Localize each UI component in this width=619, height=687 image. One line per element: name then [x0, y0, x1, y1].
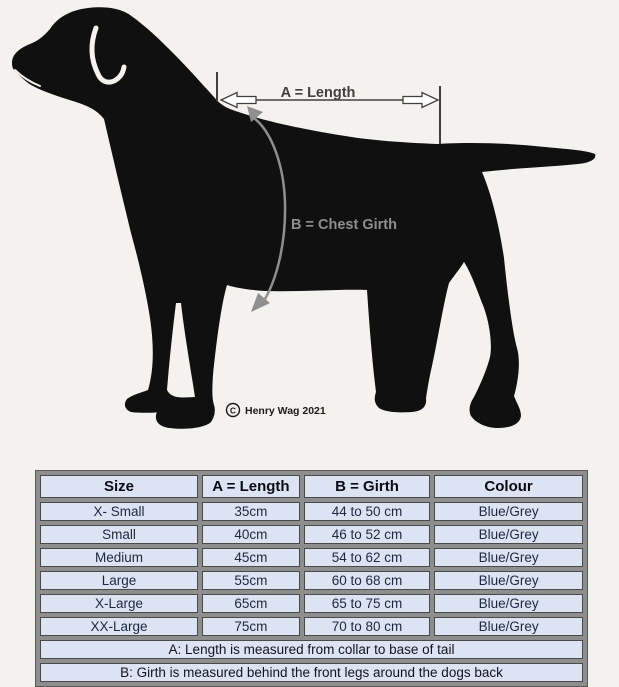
dog-silhouette	[12, 7, 596, 429]
copyright-text: Henry Wag 2021	[245, 405, 326, 417]
cell-girth: 65 to 75 cm	[303, 594, 431, 613]
cell-girth: 54 to 62 cm	[303, 548, 431, 567]
cell-length: 40cm	[201, 525, 300, 544]
cell-colour: Blue/Grey	[434, 571, 583, 590]
cell-length: 45cm	[201, 548, 300, 567]
girth-note: B: Girth is measured behind the front le…	[40, 663, 583, 682]
note-row: A: Length is measured from collar to bas…	[40, 640, 583, 659]
cell-girth: 70 to 80 cm	[303, 617, 431, 636]
cell-colour: Blue/Grey	[434, 502, 583, 521]
girth-label: B = Chest Girth	[291, 217, 397, 233]
header-size: Size	[40, 475, 198, 498]
table-row: Medium 45cm 54 to 62 cm Blue/Grey	[40, 548, 583, 567]
cell-size: Large	[40, 571, 198, 590]
size-chart: Size A = Length B = Girth Colour X- Smal…	[35, 470, 588, 687]
dog-mouth-line	[14, 69, 41, 87]
cell-girth: 44 to 50 cm	[303, 502, 431, 521]
cell-girth: 60 to 68 cm	[303, 571, 431, 590]
dog-measurement-diagram: A = Length B = Chest Girth C Henry Wag 2…	[12, 7, 596, 429]
cell-size: X-Large	[40, 594, 198, 613]
length-arrowhead-left	[219, 91, 257, 109]
cell-colour: Blue/Grey	[434, 525, 583, 544]
dog-ear-line	[89, 25, 127, 85]
size-chart-table: Size A = Length B = Girth Colour X- Smal…	[35, 470, 588, 687]
copyright-symbol: C	[230, 406, 236, 416]
copyright-icon	[225, 402, 241, 418]
cell-size: X- Small	[40, 502, 198, 521]
cell-length: 65cm	[201, 594, 300, 613]
cell-girth: 46 to 52 cm	[303, 525, 431, 544]
girth-arrowhead-bottom	[251, 293, 270, 312]
cell-size: Medium	[40, 548, 198, 567]
table-row: X- Small 35cm 44 to 50 cm Blue/Grey	[40, 502, 583, 521]
header-colour: Colour	[434, 475, 583, 498]
table-row: XX-Large 75cm 70 to 80 cm Blue/Grey	[40, 617, 583, 636]
table-row: X-Large 65cm 65 to 75 cm Blue/Grey	[40, 594, 583, 613]
header-length: A = Length	[201, 475, 300, 498]
table-row: Small 40cm 46 to 52 cm Blue/Grey	[40, 525, 583, 544]
front-leg-gap	[167, 303, 195, 398]
girth-arc	[253, 117, 287, 300]
note-row: B: Girth is measured behind the front le…	[40, 663, 583, 682]
cell-length: 55cm	[201, 571, 300, 590]
cell-length: 35cm	[201, 502, 300, 521]
cell-colour: Blue/Grey	[434, 594, 583, 613]
girth-arrowhead-top	[247, 106, 263, 122]
dog-diagram-svg: A = Length B = Chest Girth C Henry Wag 2…	[12, 7, 596, 429]
length-arrowhead-right	[402, 91, 440, 109]
length-label: A = Length	[281, 85, 356, 101]
cell-size: Small	[40, 525, 198, 544]
table-row: Large 55cm 60 to 68 cm Blue/Grey	[40, 571, 583, 590]
header-row: Size A = Length B = Girth Colour	[40, 475, 583, 498]
cell-colour: Blue/Grey	[434, 617, 583, 636]
cell-colour: Blue/Grey	[434, 548, 583, 567]
length-note: A: Length is measured from collar to bas…	[40, 640, 583, 659]
header-girth: B = Girth	[303, 475, 431, 498]
cell-length: 75cm	[201, 617, 300, 636]
cell-size: XX-Large	[40, 617, 198, 636]
